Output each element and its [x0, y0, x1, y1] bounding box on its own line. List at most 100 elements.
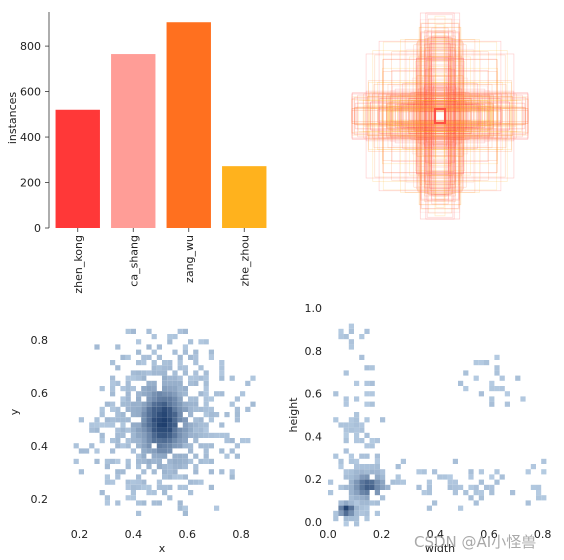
box-outline — [430, 85, 450, 147]
box-outline — [365, 106, 515, 126]
heatmap-cell — [426, 479, 432, 485]
heatmap-cell — [354, 500, 360, 506]
box-outline — [356, 102, 524, 130]
heatmap-cell — [136, 375, 142, 381]
heatmap-cell — [359, 490, 365, 496]
box-outline — [354, 99, 526, 133]
heatmap-cell — [172, 474, 178, 480]
heatmap-cell — [354, 417, 360, 423]
heatmap-cell — [224, 412, 230, 418]
heatmap-cell — [130, 432, 136, 438]
box-outline — [356, 106, 524, 126]
heatmap-cell — [343, 438, 349, 444]
heatmap-cell — [452, 490, 458, 496]
heatmap-cell — [167, 464, 173, 470]
heatmap-cell — [421, 490, 427, 496]
heatmap-cell — [208, 432, 214, 438]
box-outline — [382, 59, 498, 173]
box-outline — [388, 106, 492, 126]
box-outline — [420, 86, 460, 146]
box-outline — [432, 72, 448, 160]
heatmap-cell — [489, 474, 495, 480]
box-outline — [410, 92, 470, 140]
heatmap-cell — [348, 427, 354, 433]
box-outline — [378, 93, 502, 139]
heatmap-cell — [130, 448, 136, 454]
heatmap-cell — [494, 479, 500, 485]
box-outline — [367, 96, 513, 136]
bar-x-tick-label: zhen_kong — [72, 235, 85, 294]
heatmap-cell — [369, 464, 375, 470]
heatmap-cell — [437, 474, 443, 480]
heatmap-cell — [354, 479, 360, 485]
heatmap-cell — [130, 422, 136, 428]
heatmap-cell — [156, 412, 162, 418]
heatmap-cell — [198, 427, 204, 433]
heatmap-cell — [203, 422, 209, 428]
heatmap-cell — [374, 490, 380, 496]
box-outline — [427, 37, 453, 195]
heatmap-cell — [151, 396, 157, 402]
heatmap-cell — [167, 443, 173, 449]
heatmap-cell — [203, 412, 209, 418]
heatmap-cell — [151, 412, 157, 418]
box-outline — [387, 106, 493, 126]
heatmap-cell — [115, 406, 121, 412]
heatmap-cell — [348, 458, 354, 464]
box-outline — [433, 37, 447, 195]
heatmap-cell — [369, 380, 375, 386]
heatmap-cell — [167, 469, 173, 475]
heatmap-cell — [141, 432, 147, 438]
box-outline — [391, 70, 489, 162]
heatmap-cell — [348, 479, 354, 485]
heatmap-cell — [359, 438, 365, 444]
heatmap-cell — [177, 386, 183, 392]
heatmap-cell — [463, 386, 469, 392]
box-outline — [373, 84, 507, 148]
heatmap-cell — [354, 427, 360, 433]
heatmap-cell — [354, 521, 360, 527]
heatmap-cell — [208, 458, 214, 464]
heatmap-cell — [172, 458, 178, 464]
heatmap-cell — [338, 500, 344, 506]
box-outline — [382, 71, 498, 161]
heatmap-cell — [156, 464, 162, 470]
heatmap-cell — [172, 375, 178, 381]
box-outline — [425, 89, 455, 143]
box-outline — [351, 98, 529, 134]
heatmap-cell — [188, 479, 194, 485]
bar-zang_wu — [166, 22, 211, 228]
heatmap-cell — [525, 500, 531, 506]
box-outline — [429, 93, 451, 139]
heatmap-cell — [136, 391, 142, 397]
heatmap-cell — [110, 401, 116, 407]
heatmap-cell — [120, 422, 126, 428]
heatmap-cell — [468, 495, 474, 501]
heatmap-cell — [156, 365, 162, 371]
heatmap-cell — [162, 401, 168, 407]
box-outline — [391, 100, 489, 132]
heatmap-cell — [156, 354, 162, 360]
heatmap-cell — [520, 396, 526, 402]
box-outline — [394, 104, 486, 128]
heatmap-cell — [172, 453, 178, 459]
heatmap-cell — [359, 464, 365, 470]
heatmap-cell — [541, 458, 547, 464]
heatmap-cell — [364, 495, 370, 501]
heatmap-cell — [182, 458, 188, 464]
heatmap-cell — [380, 479, 386, 485]
heatmap-cell — [338, 458, 344, 464]
box-outline — [407, 102, 473, 130]
heatmap-cell — [338, 464, 344, 470]
heatmap-cell — [395, 464, 401, 470]
heatmap-cell — [167, 427, 173, 433]
heatmap-cell — [208, 443, 214, 449]
heatmap-cell — [110, 438, 116, 444]
heatmap-cell — [141, 448, 147, 454]
heatmap-cell — [162, 448, 168, 454]
box-outline — [383, 58, 497, 174]
heatmap-cell — [151, 427, 157, 433]
box-outline — [421, 23, 459, 209]
heatmap-cell — [136, 427, 142, 433]
heatmap-cell — [333, 417, 339, 423]
